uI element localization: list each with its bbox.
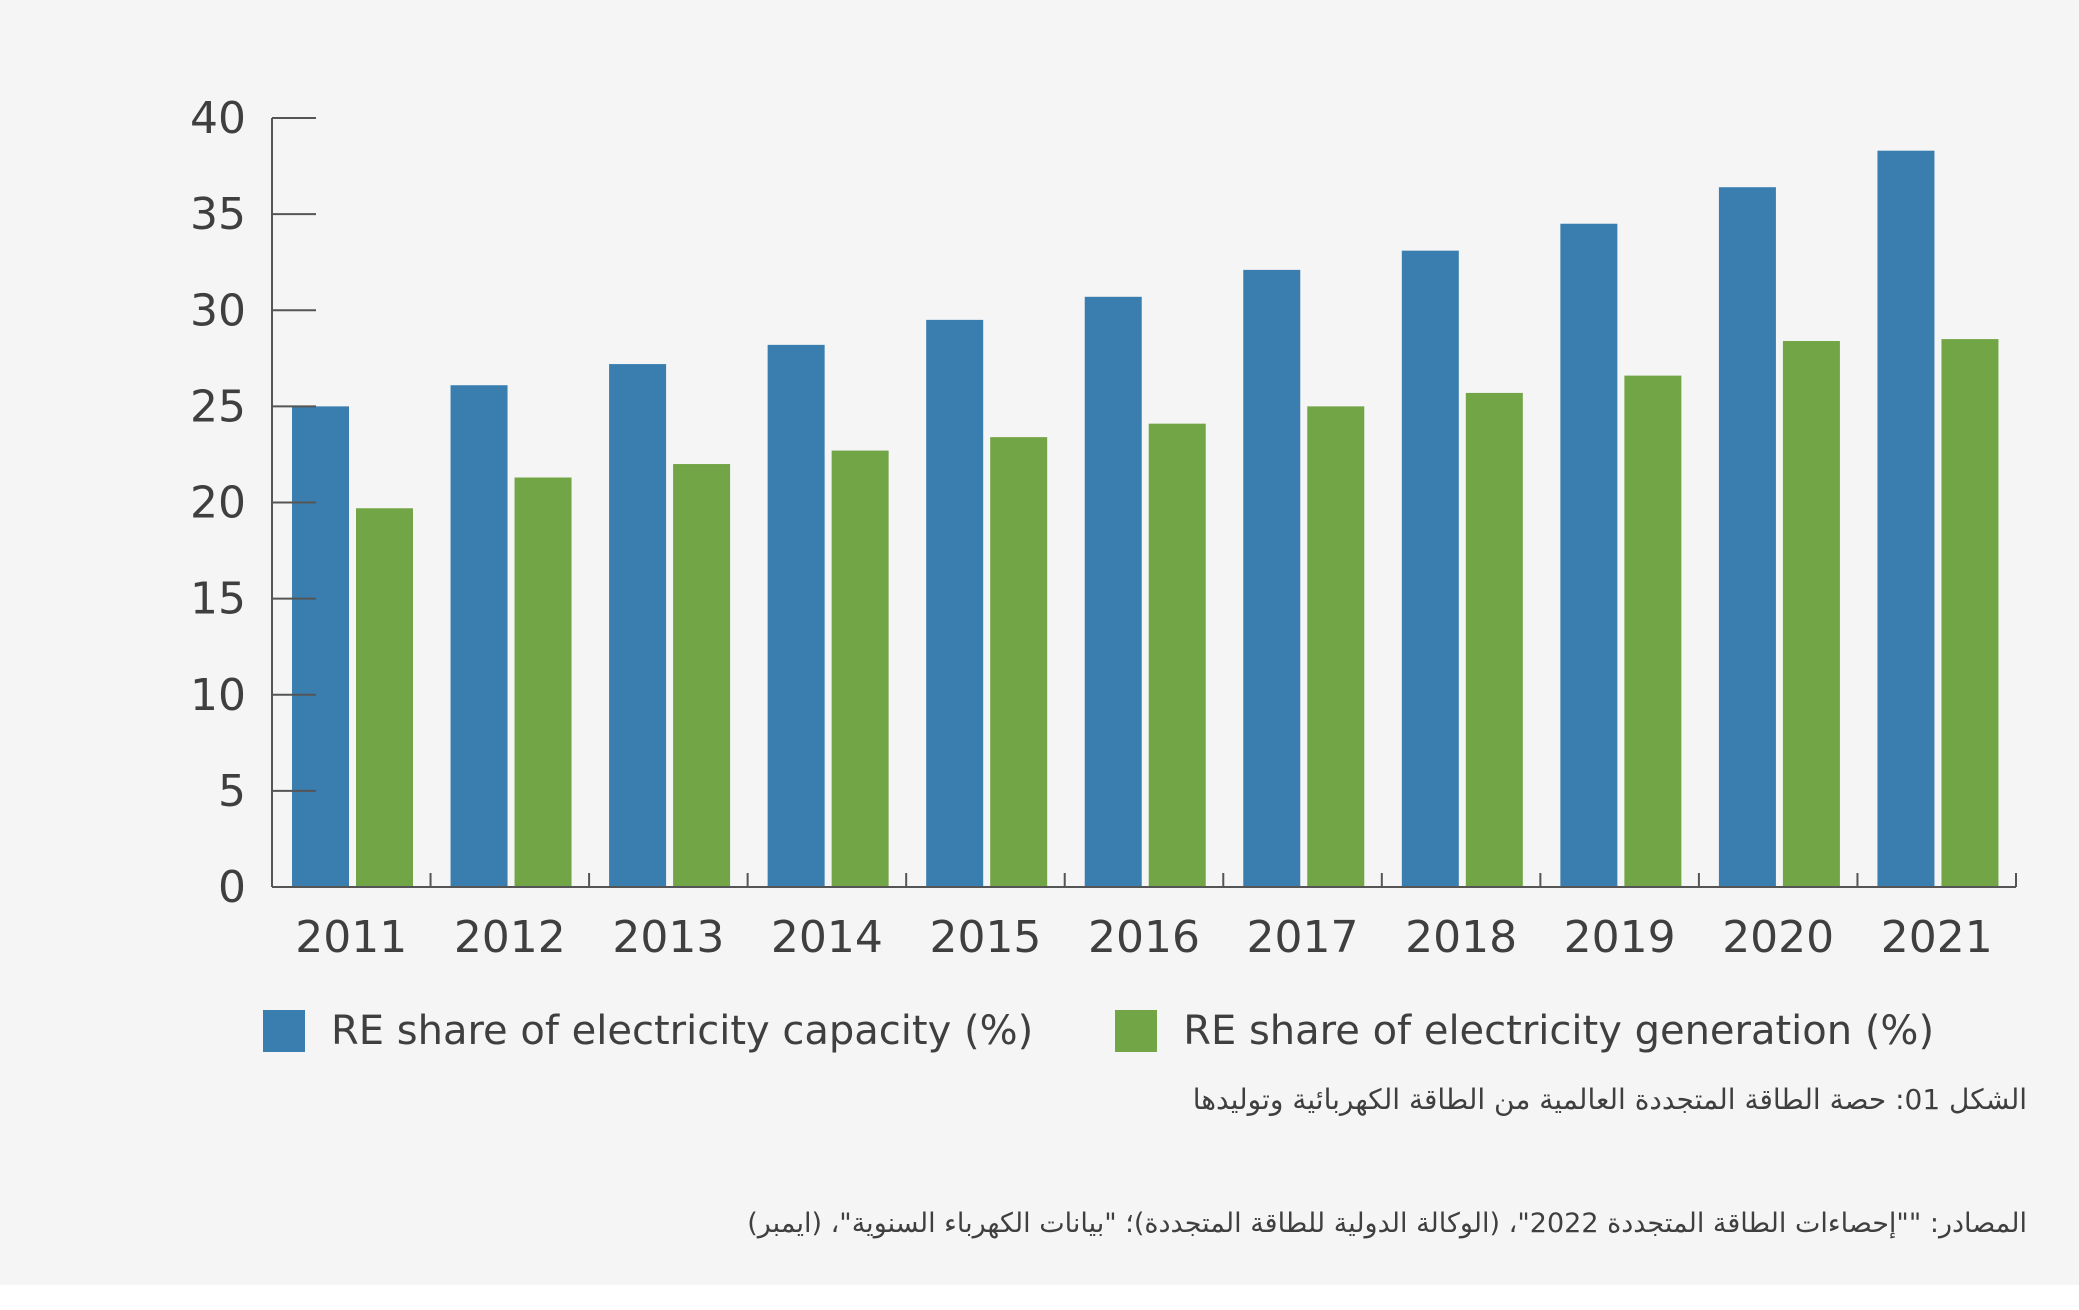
bar-generation-2020	[1782, 341, 1840, 887]
bar-generation-2016	[1148, 423, 1206, 887]
y-tick-label-0: 0	[218, 862, 246, 913]
legend-label-capacity: RE share of electricity capacity (%)	[331, 1008, 1034, 1054]
bar-capacity-2018	[1401, 250, 1459, 888]
bar-generation-2014	[831, 450, 889, 887]
bar-capacity-2013	[609, 364, 667, 888]
legend-item-generation: RE share of electricity generation (%)	[1115, 1008, 1934, 1054]
bar-chart: 0 5 10 15 20 25 30 35 40 2011 2012 2013 2014 2015 2016…	[190, 93, 2017, 963]
bar-generation-2021	[1941, 339, 1999, 887]
x-tick-label-2015: 2015	[929, 912, 1041, 963]
x-tick-label-2014: 2014	[771, 912, 883, 963]
figure-caption: الشكل 01: حصة الطاقة المتجددة العالمية م…	[1192, 1083, 2027, 1116]
chart-legend: RE share of electricity capacity (%) RE …	[263, 1008, 1934, 1054]
y-tick-label-10: 10	[190, 670, 246, 721]
legend-swatch-capacity	[263, 1010, 305, 1052]
y-tick-label-30: 30	[190, 285, 246, 336]
bar-capacity-2014	[767, 344, 825, 888]
x-tick-label-2011: 2011	[295, 912, 407, 963]
x-tick-label-2020: 2020	[1722, 912, 1834, 963]
y-tick-label-15: 15	[190, 574, 246, 625]
x-tick-label-2019: 2019	[1564, 912, 1676, 963]
bar-capacity-2017	[1243, 269, 1301, 887]
bar-capacity-2015	[926, 319, 984, 887]
y-tick-label-20: 20	[190, 478, 246, 529]
x-tick-label-2018: 2018	[1405, 912, 1517, 963]
bar-generation-2012	[514, 477, 572, 887]
bars-group	[292, 150, 1999, 888]
bar-capacity-2012	[450, 385, 508, 887]
x-tick-label-2016: 2016	[1088, 912, 1200, 963]
figure-source: المصادر: ""إحصاءات الطاقة المتجددة 2022"…	[747, 1208, 2027, 1239]
bar-capacity-2019	[1560, 223, 1618, 888]
bar-capacity-2020	[1718, 187, 1776, 887]
bar-capacity-2021	[1877, 150, 1935, 887]
bar-generation-2017	[1307, 406, 1365, 887]
x-tick-label-2017: 2017	[1247, 912, 1359, 963]
legend-item-capacity: RE share of electricity capacity (%)	[263, 1008, 1033, 1054]
x-tick-label-2021: 2021	[1881, 912, 1993, 963]
axes-group: 0 5 10 15 20 25 30 35 40 2011 2012 2013 2014 2015 2016…	[190, 93, 2017, 963]
bar-generation-2011	[356, 508, 413, 887]
x-tick-label-2013: 2013	[612, 912, 724, 963]
y-tick-label-40: 40	[190, 93, 246, 144]
bar-generation-2018	[1465, 392, 1523, 887]
legend-swatch-generation	[1115, 1010, 1158, 1052]
bar-generation-2013	[673, 464, 731, 887]
bar-capacity-2011	[292, 406, 349, 887]
y-tick-label-35: 35	[190, 189, 246, 240]
bar-capacity-2016	[1084, 296, 1142, 888]
y-tick-label-5: 5	[218, 766, 246, 817]
legend-label-generation: RE share of electricity generation (%)	[1183, 1008, 1935, 1054]
bar-generation-2015	[990, 437, 1048, 887]
y-tick-label-25: 25	[190, 381, 246, 432]
bar-generation-2019	[1624, 375, 1682, 887]
x-tick-label-2012: 2012	[454, 912, 566, 963]
